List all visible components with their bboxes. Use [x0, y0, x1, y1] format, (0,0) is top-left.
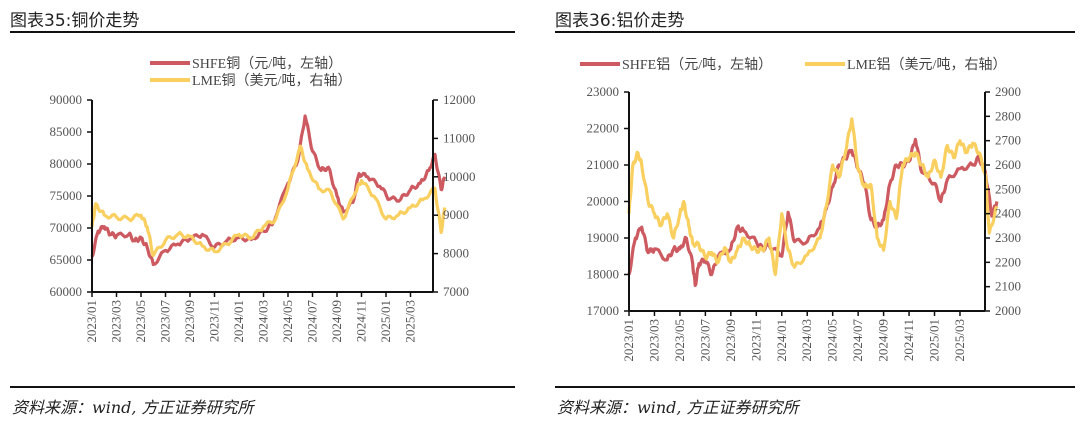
y-tick-label-left: 70000: [50, 220, 83, 235]
series-line-lme: [90, 144, 447, 258]
footer-divider: [555, 386, 1075, 388]
x-tick-label: 2023/09: [182, 300, 197, 343]
legend-label-shfe: SHFE铜（元/吨，左轴）: [192, 56, 342, 72]
legend-label-lme: LME铝（美元/吨，右轴）: [847, 57, 1006, 73]
x-tick-label: 2023/09: [723, 319, 738, 362]
y-tick-label-right: 2800: [995, 108, 1021, 123]
x-tick-label: 2023/05: [672, 319, 687, 362]
source-note: 资料来源：wind, 方正证券研究所: [12, 398, 254, 417]
y-tick-label-left: 80000: [50, 156, 83, 171]
y-tick-label-right: 12000: [443, 92, 476, 107]
y-tick-label-right: 10000: [443, 169, 476, 184]
series-line-shfe: [90, 114, 447, 267]
y-tick-label-left: 21000: [587, 157, 620, 172]
x-tick-label: 2024/07: [305, 300, 320, 343]
y-tick-label-left: 18000: [587, 267, 620, 282]
y-tick-label-right: 2300: [995, 230, 1021, 245]
x-tick-label: 2024/09: [329, 300, 344, 343]
x-tick-label: 2023/11: [207, 300, 222, 342]
y-tick-label-right: 8000: [443, 246, 469, 261]
chart-title-aluminum: 图表36:铝价走势: [555, 11, 685, 31]
x-tick-label: 2024/11: [354, 300, 369, 342]
source-note: 资料来源：wind, 方正证券研究所: [557, 398, 799, 417]
y-tick-label-left: 90000: [50, 92, 83, 107]
y-tick-label-right: 2500: [995, 181, 1021, 196]
x-tick-label: 2023/03: [109, 300, 124, 343]
title-divider: [10, 31, 515, 33]
y-tick-label-left: 20000: [587, 194, 620, 209]
x-tick-label: 2023/03: [646, 319, 661, 362]
y-tick-label-left: 60000: [50, 284, 83, 299]
copper-price-chart: 60000 65000 70000 75000 80000 85000 90000 7000 8…: [50, 56, 476, 343]
x-tick-label: 2023/07: [158, 300, 173, 343]
x-tick-label: 2024/07: [850, 319, 865, 362]
y-tick-label-left: 22000: [587, 121, 620, 136]
x-tick-label: 2025/01: [927, 319, 942, 362]
x-tick-label: 2025/03: [952, 319, 967, 362]
y-tick-label-right: 2900: [995, 84, 1021, 99]
x-tick-label: 2023/01: [621, 319, 636, 362]
x-tick-label: 2023/01: [84, 300, 99, 343]
y-tick-label-right: 7000: [443, 284, 469, 299]
y-tick-label-right: 2100: [995, 279, 1021, 294]
x-tick-label: 2024/01: [774, 319, 789, 362]
series-line-lme: [627, 117, 999, 277]
x-tick-label: 2025/01: [378, 300, 393, 343]
y-tick-label-left: 65000: [50, 252, 83, 267]
y-tick-label-left: 23000: [587, 84, 620, 99]
x-tick-label: 2024/01: [231, 300, 246, 343]
x-tick-label: 2024/09: [876, 319, 891, 362]
y-tick-label-left: 85000: [50, 124, 83, 139]
x-tick-label: 2023/07: [697, 319, 712, 362]
title-divider: [555, 31, 1075, 33]
x-tick-label: 2024/05: [280, 300, 295, 343]
y-tick-label-left: 75000: [50, 188, 83, 203]
x-tick-label: 2024/03: [799, 319, 814, 362]
y-tick-label-right: 9000: [443, 207, 469, 222]
x-tick-label: 2024/11: [901, 319, 916, 361]
x-tick-label: 2023/11: [748, 319, 763, 361]
x-tick-label: 2025/03: [403, 300, 418, 343]
y-tick-label-right: 2200: [995, 254, 1021, 269]
x-tick-label: 2023/05: [133, 300, 148, 343]
y-tick-label-right: 11000: [443, 130, 475, 145]
y-tick-label-left: 19000: [587, 230, 620, 245]
aluminum-price-chart: 17000 18000 19000 20000 21000 22000 23000 2000 2…: [580, 57, 1021, 362]
legend-label-shfe: SHFE铝（元/吨，左轴）: [622, 57, 772, 73]
y-tick-label-right: 2600: [995, 157, 1021, 172]
legend-label-lme: LME铜（美元/吨，右轴）: [192, 73, 351, 89]
y-tick-label-left: 17000: [587, 303, 620, 318]
y-tick-label-right: 2700: [995, 133, 1021, 148]
footer-divider: [10, 386, 515, 388]
y-tick-label-right: 2000: [995, 303, 1021, 318]
y-tick-label-right: 2400: [995, 206, 1021, 221]
x-tick-label: 2024/03: [256, 300, 271, 343]
x-tick-label: 2024/05: [825, 319, 840, 362]
series-line-shfe: [627, 137, 999, 287]
chart-title-copper: 图表35:铜价走势: [10, 11, 140, 31]
